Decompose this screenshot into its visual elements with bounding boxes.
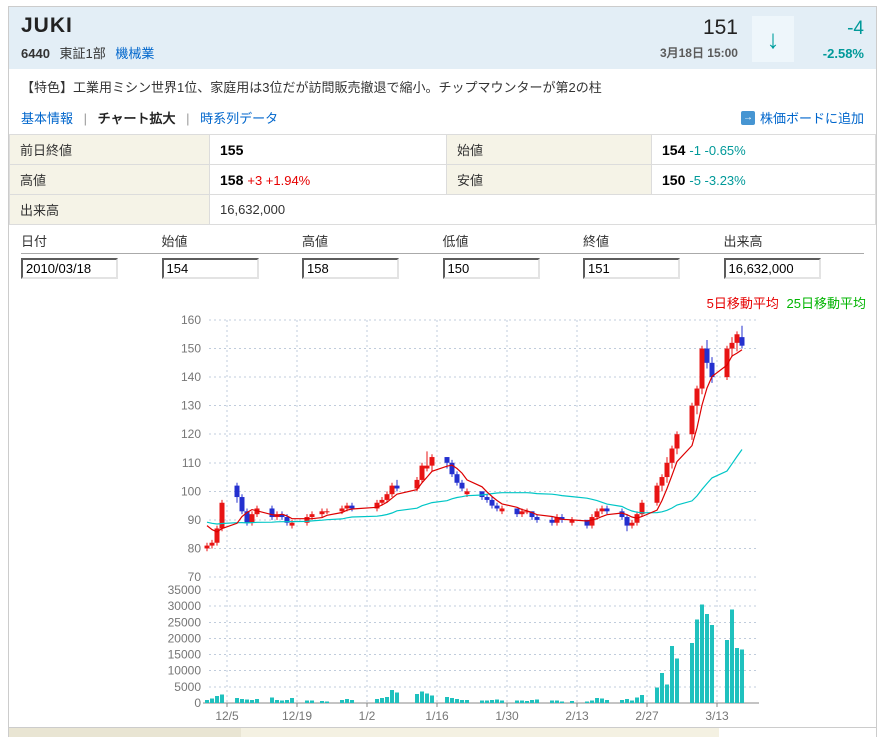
- prev-close-label: 前日終値: [9, 134, 210, 165]
- volume-label: 出来高: [9, 194, 210, 225]
- current-price: 151: [702, 16, 738, 39]
- stock-name: JUKI: [21, 14, 73, 37]
- next-section-label-cell: [9, 728, 241, 737]
- svg-text:140: 140: [181, 370, 201, 384]
- close-input-label: 終値: [583, 234, 610, 249]
- nav-current-chart-zoom: チャート拡大: [97, 111, 176, 126]
- volume-input-label: 出来高: [723, 234, 763, 249]
- company-feature-text: 【特色】工業用ミシン世界1位、家庭用は3位だが訪問販売撤退で縮小。チップマウンタ…: [21, 80, 602, 95]
- svg-text:35000: 35000: [168, 583, 202, 597]
- nav-row: 基本情報 | チャート拡大 | 時系列データ → 株価ボードに追加: [9, 102, 876, 134]
- svg-text:80: 80: [188, 541, 202, 555]
- stock-chart-svg: 12/5 12/19 1/2 1/16 1/30 2/13 2/27 3/13 70 80 90 10…: [168, 313, 759, 723]
- next-section-value-cell: [241, 728, 719, 737]
- svg-text:160: 160: [181, 313, 201, 327]
- svg-text:70: 70: [188, 570, 202, 584]
- price-volume-chart: 12/5 12/19 1/2 1/16 1/30 2/13 2/27 3/13 70 80 90 10…: [9, 313, 876, 727]
- prev-close-value: 155: [209, 134, 447, 165]
- nav-link-basic-info[interactable]: 基本情報: [21, 111, 74, 126]
- svg-text:30000: 30000: [168, 599, 202, 613]
- low-label: 安値: [446, 164, 652, 195]
- high-label: 高値: [9, 164, 210, 195]
- nav-link-time-series[interactable]: 時系列データ: [200, 111, 279, 126]
- svg-text:12/5: 12/5: [215, 709, 239, 723]
- close-input[interactable]: [583, 258, 680, 279]
- high-input[interactable]: [302, 258, 399, 279]
- price-change-pct: -2.58%: [822, 45, 864, 61]
- table-row: 出来高 16,632,000: [9, 194, 876, 225]
- svg-text:1/30: 1/30: [495, 709, 519, 723]
- bottom-next-section-strip: [9, 727, 876, 737]
- svg-text:2/27: 2/27: [635, 709, 659, 723]
- svg-text:15000: 15000: [168, 648, 202, 662]
- volume-value: 16,632,000: [209, 194, 876, 225]
- down-arrow-icon: ↓: [766, 23, 780, 54]
- ma-legend: 5日移動平均 25日移動平均: [9, 289, 876, 313]
- low-input[interactable]: [442, 258, 540, 279]
- high-input-label: 高値: [302, 234, 329, 249]
- svg-text:120: 120: [181, 427, 201, 441]
- open-value: 154 -1 -0.65%: [651, 134, 876, 165]
- svg-text:2/13: 2/13: [565, 709, 589, 723]
- quote-time: 3月18日 15:00: [659, 46, 738, 60]
- volume-input[interactable]: [723, 258, 821, 279]
- ma25-legend-label: 25日移動平均: [786, 296, 866, 311]
- stock-code: 6440: [21, 46, 50, 61]
- open-input-label: 始値: [161, 234, 188, 249]
- nav-separator: |: [83, 111, 88, 126]
- svg-text:25000: 25000: [168, 615, 202, 629]
- svg-text:130: 130: [181, 399, 201, 413]
- ohlc-input-section: 日付 始値 高値 低値 終値 出来高: [9, 225, 876, 289]
- price-direction-box: ↓: [752, 15, 794, 62]
- low-input-label: 低値: [442, 234, 469, 249]
- svg-text:110: 110: [182, 456, 201, 470]
- svg-text:100: 100: [181, 484, 201, 498]
- stock-page: JUKI 6440 東証1部 機械業 151 3月18日 15:00 ↓ -4 …: [8, 6, 877, 737]
- high-value: 158 +3 +1.94%: [209, 164, 447, 195]
- table-row: 前日終値 155 始値 154 -1 -0.65%: [9, 134, 876, 165]
- date-input[interactable]: [21, 258, 118, 279]
- svg-text:0: 0: [194, 696, 201, 710]
- market-label: 東証1部: [59, 46, 106, 61]
- ma5-legend-label: 5日移動平均: [706, 296, 779, 311]
- svg-text:12/19: 12/19: [282, 709, 312, 723]
- table-row: 高値 158 +3 +1.94% 安値 150 -5 -3.23%: [9, 164, 876, 195]
- date-input-label: 日付: [21, 234, 48, 249]
- svg-text:10000: 10000: [168, 664, 202, 678]
- price-change: -4: [847, 17, 864, 39]
- nav-separator: |: [186, 111, 190, 126]
- svg-text:90: 90: [188, 513, 202, 527]
- open-label: 始値: [446, 134, 652, 165]
- svg-text:3/13: 3/13: [705, 709, 729, 723]
- svg-text:1/16: 1/16: [425, 709, 449, 723]
- low-value: 150 -5 -3.23%: [651, 164, 876, 195]
- quote-table: 前日終値 155 始値 154 -1 -0.65% 高値 158 +3 +1.94%…: [9, 134, 876, 225]
- svg-text:150: 150: [181, 342, 201, 356]
- svg-text:1/2: 1/2: [359, 709, 376, 723]
- arrow-right-icon: →: [740, 110, 755, 125]
- industry-link[interactable]: 機械業: [115, 46, 155, 61]
- svg-text:20000: 20000: [168, 631, 202, 645]
- stock-header: JUKI 6440 東証1部 機械業 151 3月18日 15:00 ↓ -4 …: [9, 7, 876, 69]
- add-to-board-link[interactable]: 株価ボードに追加: [759, 111, 864, 126]
- svg-text:5000: 5000: [174, 680, 201, 694]
- open-input[interactable]: [161, 258, 259, 279]
